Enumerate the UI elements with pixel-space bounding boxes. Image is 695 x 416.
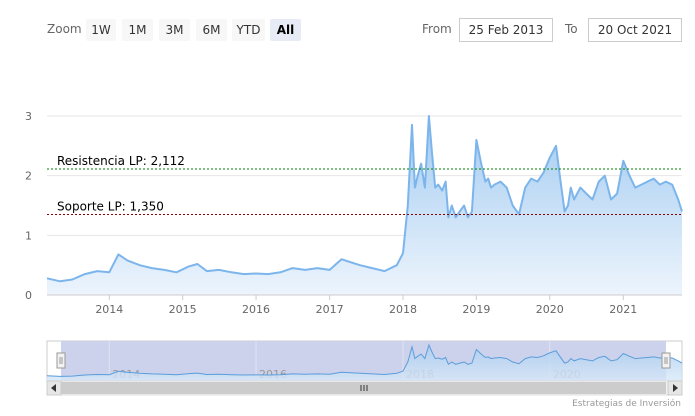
y-tick-label: 1 xyxy=(25,229,32,242)
scrollbar-grip-icon xyxy=(360,385,368,391)
navigator-series-line xyxy=(46,343,683,377)
x-tick-label: 2021 xyxy=(609,303,637,316)
x-tick-label: 2019 xyxy=(462,303,490,316)
zoom-all-button[interactable]: All xyxy=(270,19,301,41)
navigator-left-handle[interactable] xyxy=(56,352,66,369)
scrollbar-right-arrow-icon[interactable] xyxy=(667,380,683,396)
zoom-label: Zoom xyxy=(47,22,82,36)
y-tick-label: 3 xyxy=(25,110,32,123)
zoom-6m-button[interactable]: 6M xyxy=(196,19,227,41)
zoom-1m-button[interactable]: 1M xyxy=(122,19,153,41)
x-tick-label: 2016 xyxy=(242,303,270,316)
from-label: From xyxy=(422,22,452,36)
x-tick-label: 2020 xyxy=(536,303,564,316)
range-selector: Zoom 1W 1M 3M 6M YTD All From 25 Feb 201… xyxy=(0,0,695,50)
to-date-input[interactable]: 20 Oct 2021 xyxy=(588,18,682,42)
navigator-right-handle[interactable] xyxy=(661,352,671,369)
series-area xyxy=(47,116,682,295)
to-label: To xyxy=(565,22,578,36)
zoom-1w-button[interactable]: 1W xyxy=(86,19,116,41)
zoom-ytd-button[interactable]: YTD xyxy=(232,19,265,41)
credits[interactable]: Estrategias de Inversión xyxy=(572,399,681,409)
y-tick-label: 2 xyxy=(25,170,32,183)
support-label: Soporte LP: 1,350 xyxy=(57,199,164,213)
scrollbar-left-arrow-icon[interactable] xyxy=(46,380,62,396)
navigator-series-area xyxy=(47,345,682,381)
series-line xyxy=(46,115,683,283)
x-tick-label: 2015 xyxy=(169,303,197,316)
from-date-input[interactable]: 25 Feb 2013 xyxy=(459,18,553,42)
y-tick-label: 0 xyxy=(25,289,32,302)
x-tick-label: 2017 xyxy=(316,303,344,316)
zoom-3m-button[interactable]: 3M xyxy=(159,19,190,41)
x-tick-label: 2014 xyxy=(95,303,123,316)
resistance-label: Resistencia LP: 2,112 xyxy=(57,154,185,168)
x-tick-label: 2018 xyxy=(389,303,417,316)
